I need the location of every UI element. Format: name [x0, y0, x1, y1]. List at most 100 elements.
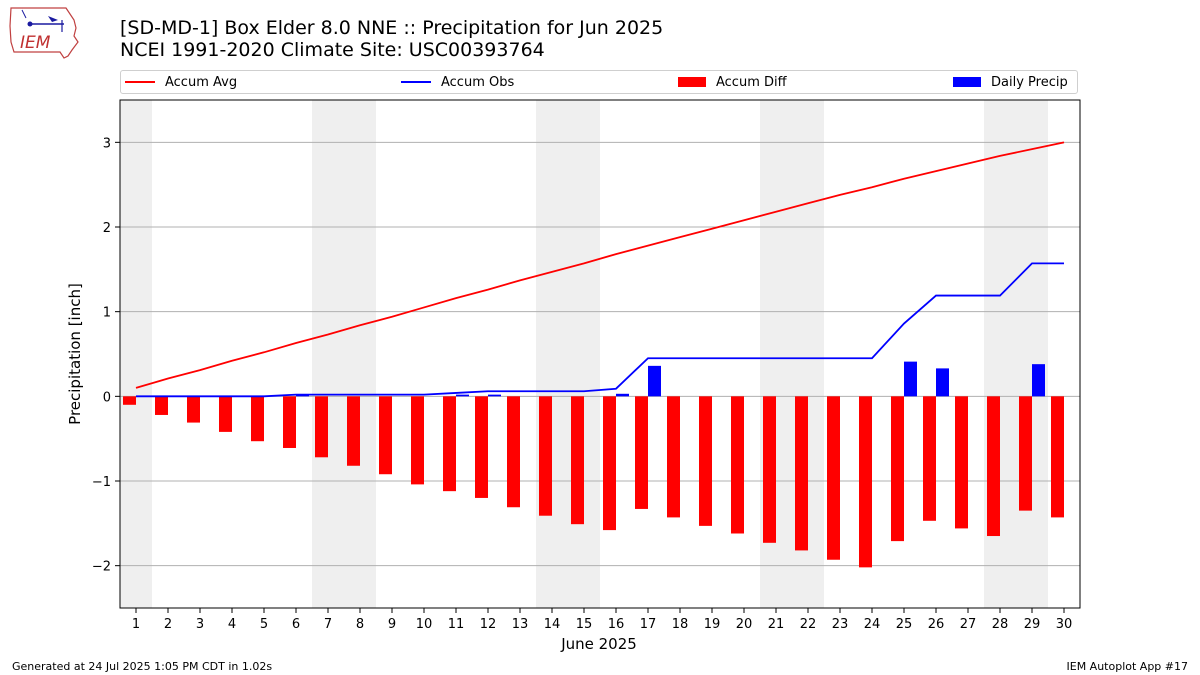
bar-daily-precip-day-29 [1032, 364, 1045, 397]
bar-accum-diff-day-21 [763, 396, 776, 543]
x-tick-label-14: 14 [544, 617, 561, 632]
x-tick-label-12: 12 [480, 617, 497, 632]
x-tick-label-3: 3 [196, 617, 204, 632]
x-tick-label-7: 7 [324, 617, 332, 632]
bar-accum-diff-day-23 [827, 396, 840, 560]
iem-logo: IEM [9, 7, 79, 59]
x-tick-label-21: 21 [768, 617, 785, 632]
weekend-shade-7 [312, 100, 344, 608]
y-axis-label: Precipitation [inch] [66, 283, 84, 425]
bar-accum-diff-day-15 [571, 396, 584, 525]
footer-generated: Generated at 24 Jul 2025 1:05 PM CDT in … [12, 660, 273, 673]
legend-accum-diff: Accum Diff [678, 74, 787, 90]
x-tick-label-5: 5 [260, 617, 268, 632]
bar-accum-diff-day-11 [443, 396, 456, 492]
x-tick-label-28: 28 [992, 617, 1009, 632]
weekend-shade-14 [536, 100, 568, 608]
chart-subtitle: NCEI 1991-2020 Climate Site: USC00393764 [120, 39, 545, 61]
x-tick-label-20: 20 [736, 617, 753, 632]
bar-accum-diff-day-26 [923, 396, 936, 521]
x-tick-label-30: 30 [1056, 617, 1073, 632]
bar-accum-diff-day-25 [891, 396, 904, 542]
bar-daily-precip-day-25 [904, 361, 917, 397]
x-axis-label: June 2025 [560, 635, 637, 653]
bar-accum-diff-day-19 [699, 396, 712, 526]
legend-label-daily-precip: Daily Precip [991, 74, 1068, 90]
bar-accum-diff-day-9 [379, 396, 392, 475]
bar-accum-diff-day-13 [507, 396, 520, 508]
x-tick-label-13: 13 [512, 617, 529, 632]
x-tick-label-22: 22 [800, 617, 817, 632]
bar-accum-diff-day-6 [283, 396, 296, 448]
line-accum-obs [136, 262, 1064, 398]
x-tick-label-4: 4 [228, 617, 236, 632]
bar-accum-diff-day-8 [347, 396, 360, 466]
weekend-shade-8 [344, 100, 376, 608]
bar-accum-diff-day-1 [123, 396, 136, 405]
bar-daily-precip-day-11 [456, 394, 469, 397]
y-tick-label: 3 [103, 136, 111, 151]
y-tick-label: −1 [92, 475, 111, 490]
x-tick-label-6: 6 [292, 617, 300, 632]
x-tick-label-9: 9 [388, 617, 396, 632]
legend-accum-obs: Accum Obs [401, 74, 514, 90]
x-tick-label-16: 16 [608, 617, 625, 632]
bar-accum-diff-day-24 [859, 396, 872, 568]
bar-accum-diff-day-29 [1019, 396, 1032, 511]
bar-accum-diff-day-30 [1051, 396, 1064, 518]
x-tick-label-11: 11 [448, 617, 465, 632]
bar-daily-precip-day-16 [616, 393, 629, 397]
bar-accum-diff-day-2 [155, 396, 168, 415]
bar-accum-diff-day-16 [603, 396, 616, 531]
x-tick-label-2: 2 [164, 617, 172, 632]
x-tick-label-8: 8 [356, 617, 364, 632]
x-tick-label-15: 15 [576, 617, 593, 632]
y-tick-label: 1 [103, 306, 111, 321]
x-tick-label-24: 24 [864, 617, 881, 632]
bar-daily-precip-day-26 [936, 368, 949, 397]
y-tick-label: 2 [103, 221, 111, 236]
legend-swatch-daily-precip [953, 77, 981, 87]
legend: Accum Avg Accum Obs Accum Diff Daily Pre… [120, 70, 1078, 94]
bar-accum-diff-day-3 [187, 396, 200, 423]
legend-label-accum-obs: Accum Obs [441, 74, 515, 90]
x-tick-label-27: 27 [960, 617, 977, 632]
weekend-shade-29 [1016, 100, 1048, 608]
x-tick-label-25: 25 [896, 617, 913, 632]
bar-accum-diff-day-7 [315, 396, 328, 458]
bar-accum-diff-day-18 [667, 396, 680, 518]
line-accum-avg [135, 141, 1065, 389]
chart-title: [SD-MD-1] Box Elder 8.0 NNE :: Precipita… [120, 17, 664, 39]
bar-accum-diff-day-10 [411, 396, 424, 485]
bar-accum-diff-day-17 [635, 396, 648, 509]
bar-daily-precip-day-17 [648, 365, 661, 397]
x-tick-label-17: 17 [640, 617, 657, 632]
bar-accum-diff-day-5 [251, 396, 264, 442]
legend-daily-precip: Daily Precip [953, 74, 1068, 90]
weekend-shade-15 [568, 100, 600, 608]
legend-label-accum-diff: Accum Diff [716, 74, 787, 90]
x-tick-label-26: 26 [928, 617, 945, 632]
bar-accum-diff-day-12 [475, 396, 488, 498]
footer-app: IEM Autoplot App #17 [1066, 660, 1189, 673]
legend-swatch-accum-diff [678, 77, 706, 87]
bar-accum-diff-day-14 [539, 396, 552, 516]
x-tick-label-19: 19 [704, 617, 721, 632]
x-tick-label-1: 1 [132, 617, 140, 632]
legend-accum-avg: Accum Avg [125, 74, 237, 90]
legend-label-accum-avg: Accum Avg [165, 74, 238, 90]
x-tick-label-29: 29 [1024, 617, 1041, 632]
plot-frame [119, 99, 1081, 609]
bar-accum-diff-day-20 [731, 396, 744, 534]
legend-swatch-accum-avg [125, 81, 155, 83]
bar-accum-diff-day-22 [795, 396, 808, 551]
bar-accum-diff-day-4 [219, 396, 232, 432]
weekend-shade-1 [120, 100, 152, 608]
x-tick-label-18: 18 [672, 617, 689, 632]
x-tick-label-10: 10 [416, 617, 433, 632]
legend-swatch-accum-obs [401, 81, 431, 83]
x-tick-label-23: 23 [832, 617, 849, 632]
y-tick-label: −2 [92, 560, 111, 575]
bar-daily-precip-day-12 [488, 394, 501, 397]
